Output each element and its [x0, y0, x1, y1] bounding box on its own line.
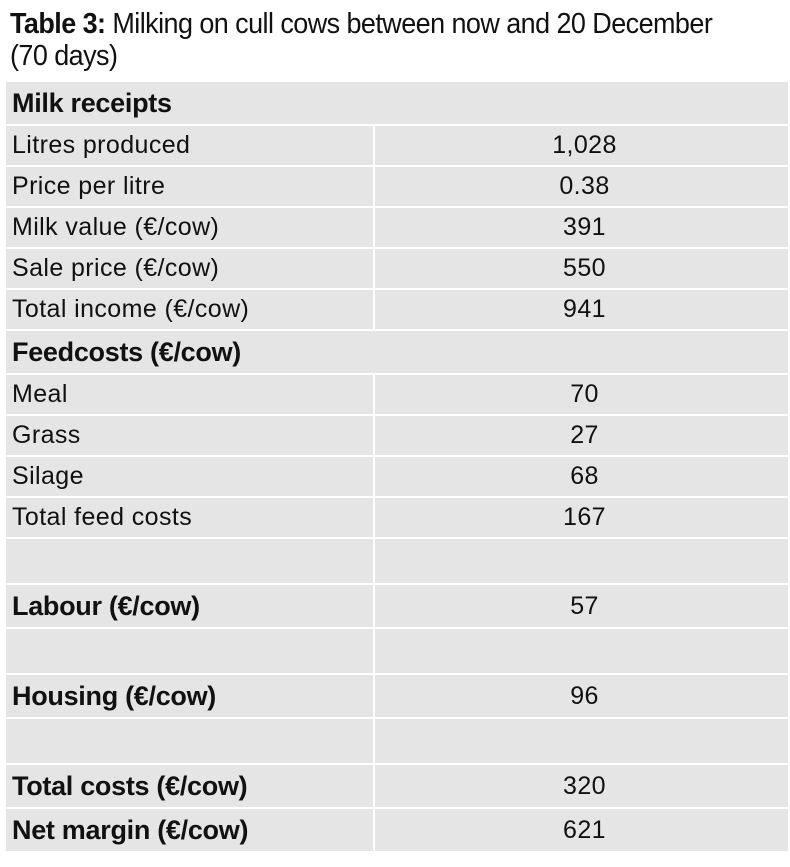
row-value: 70 [375, 375, 788, 414]
row-value: 320 [375, 765, 788, 807]
table-row: Milk value (€/cow) 391 [6, 208, 788, 249]
row-value: 1,028 [375, 126, 788, 165]
row-label: Milk value (€/cow) [6, 208, 375, 247]
row-label: Meal [6, 375, 375, 414]
row-value: 57 [375, 585, 788, 627]
table-row: Total income (€/cow) 941 [6, 290, 788, 331]
empty-cell [375, 539, 788, 583]
row-value: 68 [375, 457, 788, 496]
row-label: Litres produced [6, 126, 375, 165]
table-row: Grass 27 [6, 416, 788, 457]
row-label: Housing (€/cow) [6, 675, 375, 717]
section-title: Milk receipts [6, 82, 788, 124]
table-row: Price per litre 0.38 [6, 167, 788, 208]
section-title: Feedcosts (€/cow) [6, 331, 788, 373]
row-label: Silage [6, 457, 375, 496]
row-value: 0.38 [375, 167, 788, 206]
row-label: Total costs (€/cow) [6, 765, 375, 807]
empty-cell [6, 539, 375, 583]
table-row: Silage 68 [6, 457, 788, 498]
table-caption: Table 3: Milking on cull cows between no… [10, 8, 726, 72]
table-title: Milking on cull cows between now and 20 … [10, 8, 713, 72]
row-label: Sale price (€/cow) [6, 249, 375, 288]
table-row: Litres produced 1,028 [6, 126, 788, 167]
section-header-feedcosts: Feedcosts (€/cow) [6, 331, 788, 375]
table-number: Table 3: [10, 8, 106, 40]
data-table: Milk receipts Litres produced 1,028 Pric… [6, 82, 788, 853]
spacer-row [6, 719, 788, 765]
table-row-net-margin: Net margin (€/cow) 621 [6, 809, 788, 853]
row-label: Total feed costs [6, 498, 375, 537]
spacer-row [6, 539, 788, 585]
empty-cell [375, 719, 788, 763]
row-label: Labour (€/cow) [6, 585, 375, 627]
row-value: 96 [375, 675, 788, 717]
empty-cell [6, 719, 375, 763]
row-value: 167 [375, 498, 788, 537]
section-header-milk-receipts: Milk receipts [6, 82, 788, 126]
table-row: Sale price (€/cow) 550 [6, 249, 788, 290]
table-row: Total feed costs 167 [6, 498, 788, 539]
row-label: Net margin (€/cow) [6, 809, 375, 851]
table-row: Meal 70 [6, 375, 788, 416]
empty-cell [375, 629, 788, 673]
row-label: Total income (€/cow) [6, 290, 375, 329]
table-row-housing: Housing (€/cow) 96 [6, 675, 788, 719]
table-row-total-costs: Total costs (€/cow) 320 [6, 765, 788, 809]
row-label: Grass [6, 416, 375, 455]
row-value: 621 [375, 809, 788, 851]
row-value: 391 [375, 208, 788, 247]
row-value: 27 [375, 416, 788, 455]
empty-cell [6, 629, 375, 673]
table-row-labour: Labour (€/cow) 57 [6, 585, 788, 629]
row-value: 941 [375, 290, 788, 329]
row-label: Price per litre [6, 167, 375, 206]
spacer-row [6, 629, 788, 675]
row-value: 550 [375, 249, 788, 288]
